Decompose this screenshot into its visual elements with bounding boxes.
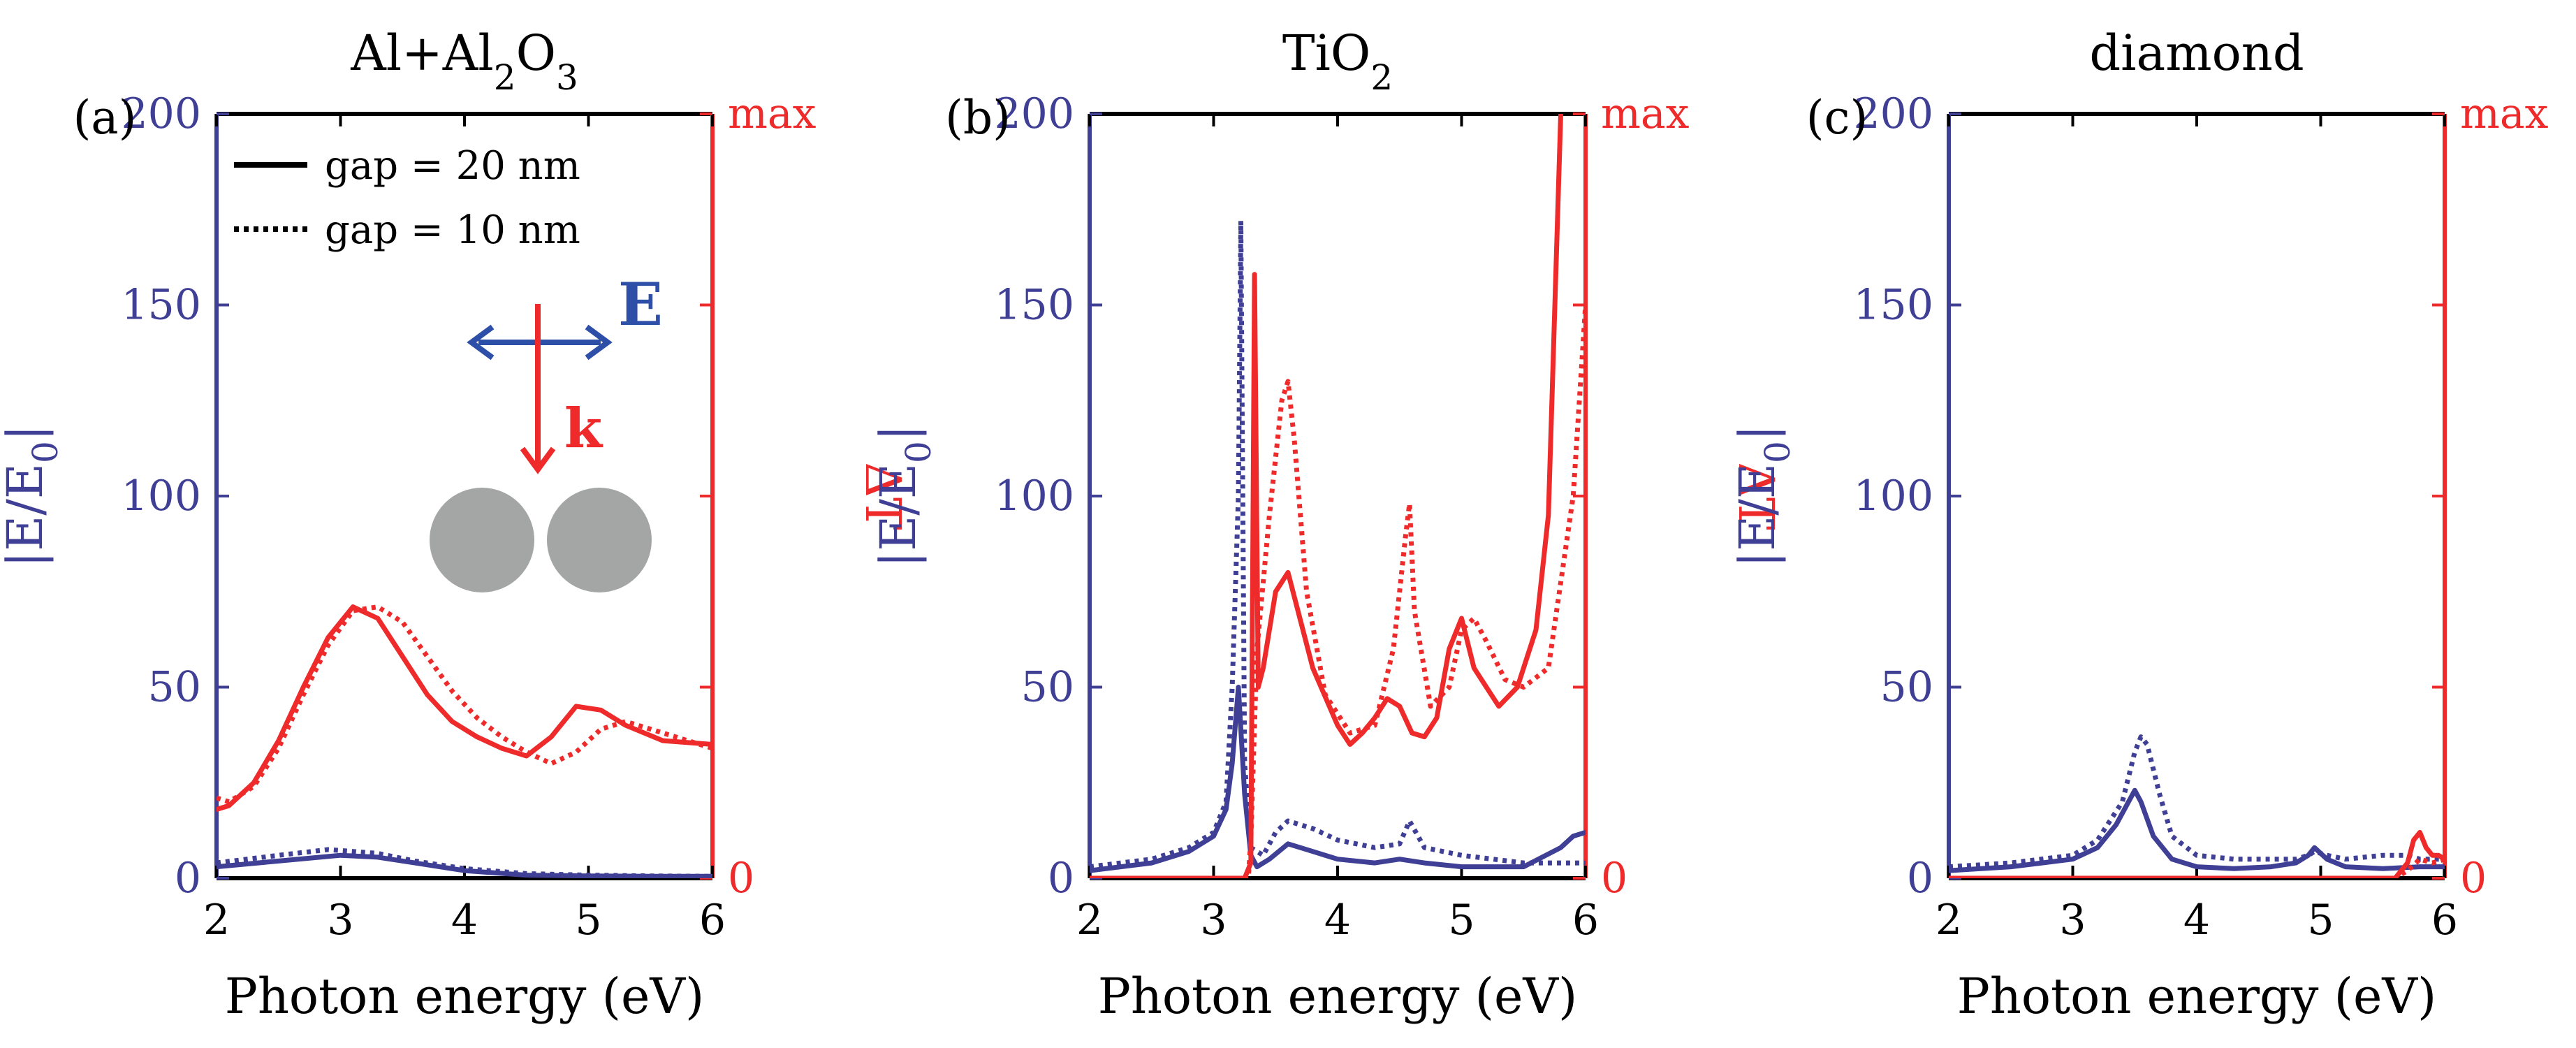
y-left-axis-label: |E/E0| xyxy=(1729,425,1798,568)
k-vector-arrowhead xyxy=(520,446,556,474)
e-field-arrowhead-left xyxy=(467,324,495,361)
x-tick-label: 5 xyxy=(2307,896,2334,945)
legend-label: gap = 20 nm xyxy=(325,143,580,189)
series-line-deltaT-solid xyxy=(217,604,712,812)
panel-label: (a) xyxy=(73,91,137,145)
y-label-subscript: 0 xyxy=(898,441,939,463)
data-group xyxy=(217,604,712,878)
y-right-tick-label: 0 xyxy=(2460,854,2487,903)
series-line-field-solid xyxy=(1090,685,1586,873)
panel-title: Al+Al2O3 xyxy=(350,24,578,98)
legend-label: gap = 10 nm xyxy=(325,208,580,253)
nanoparticle-left xyxy=(430,488,534,592)
y-right-tick-label: max xyxy=(2460,89,2549,138)
panel-title: diamond xyxy=(2089,24,2304,82)
y-left-tick-label: 200 xyxy=(121,89,201,138)
y-label-text: | xyxy=(870,425,927,442)
y-left-tick-label: 150 xyxy=(1853,281,1933,330)
y-right-tick-label: 0 xyxy=(728,854,754,903)
k-vector-label: k xyxy=(564,397,603,460)
x-tick-label: 3 xyxy=(1200,896,1227,945)
x-axis-label: Photon energy (eV) xyxy=(1098,968,1578,1025)
title-text: diamond xyxy=(2089,24,2304,82)
y-left-tick-label: 0 xyxy=(175,854,201,903)
panel-label: (c) xyxy=(1806,91,1868,145)
x-tick-label: 3 xyxy=(2059,896,2086,945)
x-tick-label: 2 xyxy=(1076,896,1103,945)
x-axis-label: Photon energy (eV) xyxy=(225,968,705,1025)
title-text: O xyxy=(516,24,556,82)
y-label-text: | xyxy=(0,425,54,442)
e-field-label: E xyxy=(618,270,663,339)
series-line-field-solid xyxy=(217,852,712,878)
y-label-text: | xyxy=(1729,425,1786,442)
y-left-tick-label: 150 xyxy=(994,281,1074,330)
x-tick-label: 4 xyxy=(2183,896,2210,945)
y-right-tick-label: max xyxy=(1601,89,1690,138)
nanoparticle-right xyxy=(547,488,652,592)
x-tick-label: 3 xyxy=(327,896,353,945)
x-tick-label: 2 xyxy=(203,896,230,945)
y-left-tick-label: 100 xyxy=(1853,472,1933,521)
title-subscript: 2 xyxy=(494,57,516,98)
series-line-deltaT-dotted xyxy=(1949,857,2445,878)
panel-title: TiO2 xyxy=(1282,24,1393,98)
y-label-text: |E/E xyxy=(870,463,927,567)
y-right-tick-label: max xyxy=(728,89,817,138)
y-left-tick-label: 50 xyxy=(1880,663,1933,712)
y-left-axis-label: |E/E0| xyxy=(870,425,939,568)
series-line-field-solid xyxy=(1949,787,2445,873)
x-tick-label: 6 xyxy=(1572,896,1599,945)
x-tick-label: 6 xyxy=(2431,896,2458,945)
y-label-text: |E/E xyxy=(0,463,54,567)
e-field-arrowhead-right xyxy=(585,324,613,361)
y-left-tick-label: 100 xyxy=(121,472,201,521)
y-right-axis-label: ΔT xyxy=(854,462,912,530)
y-label-subscript: 0 xyxy=(25,441,66,463)
x-tick-label: 5 xyxy=(575,896,601,945)
title-subscript: 2 xyxy=(1370,57,1393,98)
x-tick-label: 2 xyxy=(1935,896,1962,945)
y-left-tick-label: 50 xyxy=(1021,663,1074,712)
y-left-tick-label: 100 xyxy=(994,472,1074,521)
y-right-axis-label: ΔT xyxy=(1727,462,1785,530)
series-line-deltaT-solid xyxy=(1949,829,2445,878)
y-left-tick-label: 0 xyxy=(1048,854,1074,903)
data-group xyxy=(1949,734,2445,878)
y-left-tick-label: 0 xyxy=(1907,854,1933,903)
series-line-field-dotted xyxy=(1090,218,1586,870)
y-left-axis-label: |E/E0| xyxy=(0,425,66,568)
data-group xyxy=(1090,114,1586,878)
y-left-tick-label: 150 xyxy=(121,281,201,330)
x-tick-label: 6 xyxy=(699,896,726,945)
y-left-tick-label: 50 xyxy=(148,663,201,712)
y-left-tick-label: 200 xyxy=(1853,89,1933,138)
title-text: TiO xyxy=(1282,24,1370,82)
series-line-deltaT-dotted xyxy=(1090,305,1586,878)
legend: gap = 20 nm gap = 10 nm xyxy=(234,143,580,253)
series-line-deltaT-solid xyxy=(1090,114,1564,878)
series-line-deltaT-dotted xyxy=(217,604,712,805)
x-axis-label: Photon energy (eV) xyxy=(1957,968,2437,1025)
x-tick-label: 5 xyxy=(1448,896,1474,945)
inset-schematic: Ek xyxy=(430,270,663,592)
title-subscript: 3 xyxy=(556,57,578,98)
series-line-field-dotted xyxy=(1949,734,2445,870)
x-tick-label: 4 xyxy=(451,896,478,945)
y-label-subscript: 0 xyxy=(1757,441,1798,463)
y-right-tick-label: 0 xyxy=(1601,854,1627,903)
title-text: Al+Al xyxy=(350,24,494,82)
y-left-tick-label: 200 xyxy=(994,89,1074,138)
panel-label: (b) xyxy=(945,91,1011,145)
x-tick-label: 4 xyxy=(1324,896,1351,945)
y-label-text: |E/E xyxy=(1729,463,1786,567)
